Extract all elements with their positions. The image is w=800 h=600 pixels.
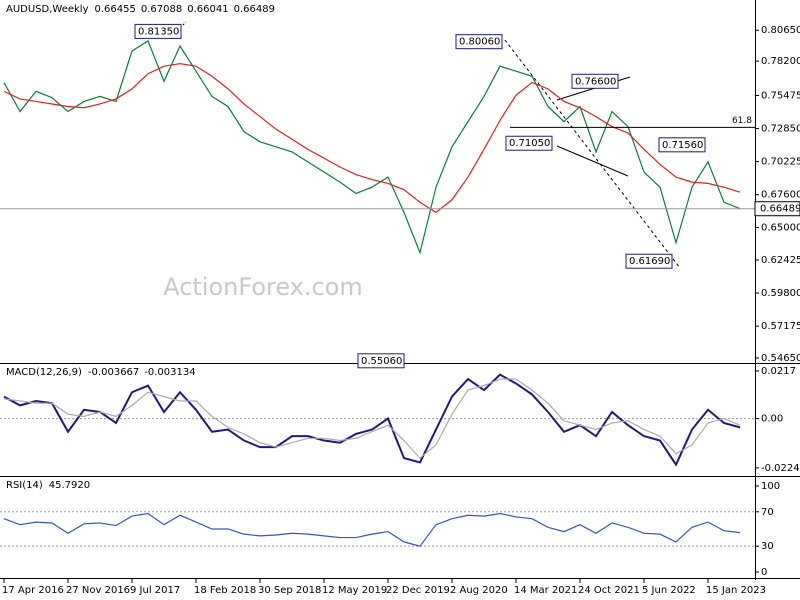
y-tick-label: 100 <box>761 481 780 492</box>
price-label: 0.71560 <box>662 140 703 151</box>
header-value: 0.66455 <box>95 4 136 15</box>
pane-title: RSI(14) <box>6 480 43 491</box>
series-line <box>3 40 741 255</box>
x-tick-label: 24 Oct 2021 <box>578 585 640 596</box>
x-tick-label: 9 Jul 2017 <box>130 585 180 596</box>
price-label-box <box>455 34 503 50</box>
header-value: -0.003667 <box>88 367 139 378</box>
x-tick-label: 5 Jun 2022 <box>642 585 696 596</box>
y-tick-label: 0.54650 <box>761 353 800 364</box>
fib-label: 61.8 <box>732 116 752 126</box>
trendline <box>556 145 629 177</box>
price-label: 0.76600 <box>575 76 616 87</box>
series-line <box>3 373 741 467</box>
y-tick-label: 0.78200 <box>761 56 800 67</box>
y-tick-label: 0.65000 <box>761 223 800 234</box>
series-line <box>3 63 741 214</box>
y-tick-label: 0.57175 <box>761 321 800 332</box>
x-tick-label: 18 Feb 2018 <box>194 585 256 596</box>
x-tick-label: 15 Jan 2023 <box>706 585 766 596</box>
x-tick-label: 17 Apr 2016 <box>2 585 64 596</box>
price-label-box <box>625 253 673 269</box>
price-label: 0.81350 <box>138 26 179 37</box>
price-label-box <box>505 135 553 151</box>
y-tick-label: 0 <box>761 567 767 578</box>
y-tick-label: 0.75475 <box>761 90 800 101</box>
y-tick-label: 0.72850 <box>761 124 800 135</box>
watermark: ActionForex.com <box>163 273 363 301</box>
y-tick-label: -0.022445 <box>761 463 800 474</box>
y-tick-label: 0.80650 <box>761 25 800 36</box>
x-tick-label: 12 May 2019 <box>322 585 387 596</box>
price-label: 0.80060 <box>459 37 500 48</box>
header-value: 0.66489 <box>234 4 275 15</box>
y-tick-label: 0.67600 <box>761 190 800 201</box>
header-value: 0.66041 <box>187 4 228 15</box>
pane-title: AUDUSD,Weekly <box>6 4 89 15</box>
price-label-box <box>357 353 405 369</box>
price-label-box <box>134 23 182 39</box>
header-value: 45.7920 <box>49 480 90 491</box>
y-tick-label: 0.0217 <box>761 366 796 377</box>
price-label-box <box>658 137 706 153</box>
x-tick-label: 2 Aug 2020 <box>450 585 508 596</box>
last-price-tag <box>754 201 800 217</box>
series-line <box>3 512 741 547</box>
y-tick-label: 0.59800 <box>761 288 800 299</box>
pane-title: MACD(12,26,9) <box>6 367 82 378</box>
last-price-label: 0.66489 <box>760 204 800 215</box>
y-tick-label: 0.62425 <box>761 255 800 266</box>
y-tick-label: 0.00 <box>761 414 783 425</box>
price-label: 0.71050 <box>509 138 550 149</box>
price-label-box <box>571 73 619 89</box>
y-tick-label: 0.70225 <box>761 157 800 168</box>
x-tick-label: 22 Dec 2019 <box>386 585 450 596</box>
y-tick-label: 30 <box>761 541 774 552</box>
x-tick-label: 14 Mar 2021 <box>514 585 577 596</box>
series-line <box>3 378 741 459</box>
x-tick-label: 27 Nov 2016 <box>66 585 130 596</box>
header-value: -0.003134 <box>144 367 195 378</box>
price-label: 0.55060 <box>361 356 402 367</box>
header-value: 0.67088 <box>141 4 182 15</box>
y-tick-label: 70 <box>761 507 774 518</box>
price-label: 0.61690 <box>629 256 670 267</box>
x-tick-label: 30 Sep 2018 <box>258 585 321 596</box>
